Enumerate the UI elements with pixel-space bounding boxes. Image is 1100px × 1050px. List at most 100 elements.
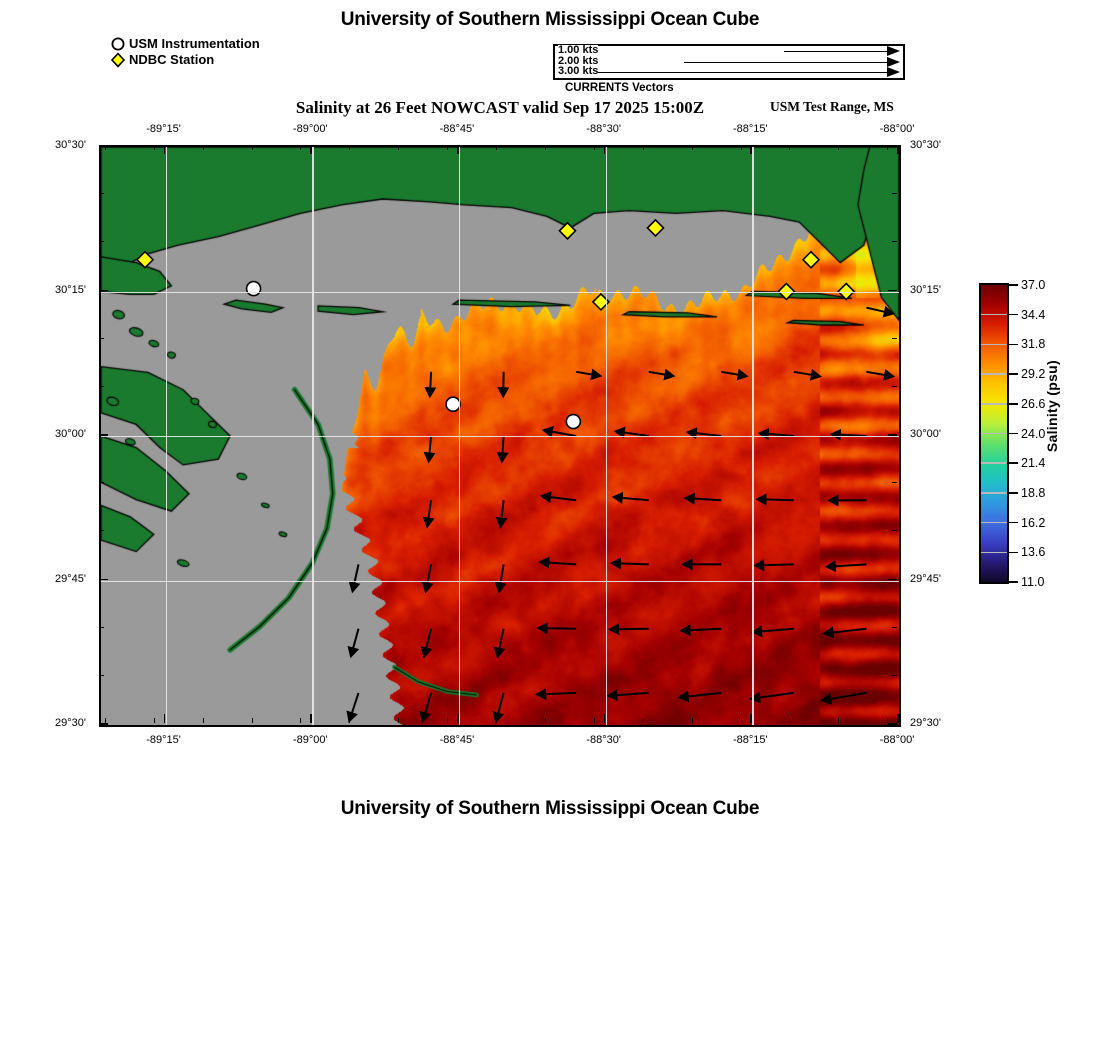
current-vector — [492, 692, 505, 724]
axis-tick — [642, 145, 644, 150]
lon-tick-label: -88°00' — [879, 123, 915, 135]
colorbar-tick-label: 29.2 — [1021, 367, 1046, 382]
colorbar-tick — [1009, 343, 1018, 346]
axis-tick — [300, 718, 302, 723]
axis-tick — [496, 718, 498, 723]
colorbar-band-separator — [981, 403, 1007, 405]
lon-tick-label: -89°15' — [146, 123, 181, 135]
axis-tick — [398, 145, 400, 150]
lon-tick-label: -88°15' — [732, 734, 768, 746]
axis-tick — [202, 718, 204, 723]
current-vector — [822, 626, 867, 639]
axis-tick — [251, 718, 253, 723]
axis-ticks — [99, 145, 899, 725]
lon-tick-label: -88°30' — [586, 734, 621, 746]
axis-tick — [892, 337, 897, 339]
ndbc-station-marker[interactable] — [135, 250, 155, 269]
current-vector — [538, 556, 577, 569]
axis-tick — [593, 718, 595, 723]
axis-tick — [398, 718, 400, 723]
colorbar-tick-label: 24.0 — [1021, 426, 1046, 441]
colorbar-band-separator — [981, 432, 1007, 435]
axis-tick — [99, 626, 104, 628]
axis-tick — [750, 714, 752, 723]
lon-tick-label: -89°00' — [292, 734, 328, 746]
page-title: University of Southern Mississippi Ocean… — [340, 9, 760, 30]
ndbc-station-marker[interactable] — [646, 218, 665, 238]
axis-tick — [892, 193, 897, 195]
axis-tick — [887, 718, 889, 723]
currents-scale-entry: 1.00 kts — [555, 45, 903, 56]
usm-instrumentation-marker[interactable] — [565, 413, 582, 430]
ndbc-station-marker[interactable] — [801, 250, 821, 269]
axis-tick — [892, 674, 897, 676]
axis-tick — [888, 434, 897, 436]
gridline-lat — [101, 436, 899, 438]
currents-scale-shaft — [784, 51, 887, 52]
colorbar-band-separator — [981, 492, 1007, 494]
current-vector — [422, 500, 435, 529]
colorbar-band-separator — [981, 343, 1007, 346]
colorbar-tick — [1009, 284, 1018, 286]
axis-tick — [740, 145, 742, 150]
axis-tick — [496, 145, 498, 150]
salinity-map[interactable] — [99, 145, 901, 727]
axis-tick — [888, 578, 897, 581]
axis-tick — [691, 718, 693, 723]
axis-tick — [447, 145, 449, 150]
currents-scale-entry: 3.00 kts — [555, 66, 903, 77]
colorbar-band-separator — [981, 551, 1007, 554]
axis-tick — [99, 145, 108, 147]
lon-tick-label: -89°00' — [292, 123, 328, 135]
colorbar-tick-label: 26.6 — [1021, 396, 1046, 411]
current-vector — [493, 628, 506, 659]
current-vector — [757, 428, 794, 440]
current-vector — [346, 692, 360, 723]
currents-scale-arrowhead — [887, 56, 900, 67]
current-vector — [820, 691, 867, 705]
current-vector — [679, 624, 722, 637]
colorbar-tick-label: 31.8 — [1021, 337, 1046, 352]
axis-tick — [251, 145, 253, 150]
currents-scale-label: 2.00 kts — [558, 54, 599, 67]
axis-tick — [310, 145, 312, 154]
current-vector — [611, 491, 649, 504]
axis-tick — [99, 193, 104, 195]
station-legend: USM Instrumentation NDBC Station — [110, 36, 260, 68]
axis-tick — [447, 718, 449, 723]
current-vector — [608, 623, 649, 636]
lat-tick-label: 29°30' — [55, 717, 86, 729]
colorbar-tick — [1009, 551, 1018, 554]
axis-tick — [897, 714, 899, 723]
axis-tick — [897, 145, 899, 154]
current-vector — [866, 305, 895, 318]
current-vector — [829, 428, 867, 441]
axis-tick — [310, 714, 312, 723]
colorbar-band-separator — [981, 313, 1007, 316]
axis-tick — [163, 145, 166, 154]
current-vector — [347, 628, 360, 659]
current-vector — [721, 368, 749, 381]
colorbar[interactable] — [979, 283, 1009, 584]
lat-tick-label: 30°00' — [910, 428, 941, 440]
legend-item-usm: USM Instrumentation — [110, 36, 260, 52]
axis-tick — [888, 723, 897, 725]
current-vector — [648, 368, 676, 381]
axis-tick — [99, 241, 104, 243]
current-vector — [685, 427, 722, 440]
axis-tick — [163, 714, 166, 723]
circle-marker-icon — [110, 36, 128, 52]
currents-scale-shaft — [584, 72, 887, 73]
axis-tick — [99, 530, 104, 532]
lat-tick-label: 29°45' — [55, 572, 86, 585]
lon-tick-label: -88°00' — [879, 734, 915, 746]
current-vector — [613, 426, 649, 439]
current-vector — [541, 425, 577, 438]
axis-tick — [888, 289, 897, 292]
axis-tick — [603, 145, 606, 154]
lon-tick-label: -88°45' — [439, 734, 475, 746]
ndbc-station-marker[interactable] — [558, 221, 577, 240]
axis-tick — [740, 718, 742, 723]
axis-tick — [153, 718, 155, 723]
axis-tick — [99, 337, 104, 339]
